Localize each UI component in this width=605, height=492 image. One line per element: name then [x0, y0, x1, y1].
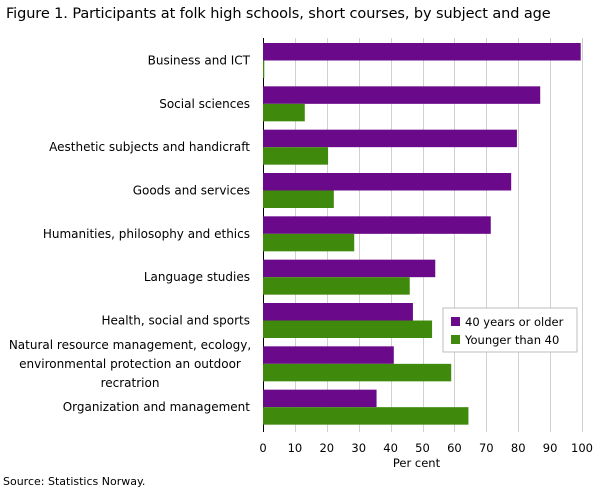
bar-40-older-1: [263, 86, 541, 104]
bar-40-older-5: [263, 259, 436, 278]
legend-label-younger-40: Younger than 40: [464, 333, 559, 347]
x-axis-title: Per cent: [393, 456, 441, 470]
category-label-5: Language studies: [144, 270, 250, 284]
bar-younger-40-8: [263, 407, 469, 425]
x-tick-0: 0: [259, 441, 266, 455]
category-label-6: Health, social and sports: [101, 314, 250, 328]
legend-box: [442, 307, 578, 353]
bar-younger-40-3: [263, 190, 334, 208]
bar-40-older-8: [263, 389, 377, 408]
bars: [263, 43, 581, 425]
source-note: Source: Statistics Norway.: [3, 475, 146, 488]
category-label-3: Goods and services: [133, 184, 250, 198]
category-labels: Business and ICT Social sciences Aesthetic…: [9, 54, 251, 415]
bar-younger-40-5: [263, 277, 410, 295]
x-tick-40: 40: [383, 441, 398, 455]
bar-younger-40-4: [263, 233, 355, 252]
legend-label-40-older: 40 years or older: [465, 315, 564, 329]
x-tick-30: 30: [351, 441, 366, 455]
bar-40-older-4: [263, 216, 491, 234]
category-label-0: Business and ICT: [148, 54, 251, 68]
category-label-1: Social sciences: [159, 97, 250, 111]
bar-younger-40-1: [263, 103, 305, 122]
x-tick-70: 70: [479, 441, 494, 455]
x-axis-ticks: 0 10 20 30 40 50 60 70 80 90 100: [259, 441, 593, 455]
x-tick-60: 60: [447, 441, 462, 455]
legend-swatch-40-older: [451, 317, 460, 326]
x-tick-50: 50: [415, 441, 430, 455]
bar-younger-40-2: [263, 147, 329, 165]
bar-younger-40-7: [263, 363, 452, 382]
category-label-4: Humanities, philosophy and ethics: [43, 227, 250, 241]
bar-younger-40-6: [263, 320, 433, 338]
bar-40-older-0: [263, 43, 581, 61]
bar-40-older-3: [263, 173, 512, 191]
bar-40-older-7: [263, 346, 394, 364]
x-tick-20: 20: [319, 441, 334, 455]
bar-40-older-2: [263, 129, 517, 148]
category-label-7: Natural resource management, ecology, env…: [9, 338, 251, 390]
bar-younger-40-0: [263, 60, 265, 78]
chart-title: Figure 1. Participants at folk high scho…: [6, 6, 551, 22]
x-tick-100: 100: [571, 441, 593, 455]
x-tick-90: 90: [543, 441, 558, 455]
bar-40-older-6: [263, 303, 413, 321]
category-label-8: Organization and management: [63, 400, 251, 414]
category-label-2: Aesthetic subjects and handicraft: [49, 140, 250, 154]
legend-swatch-younger-40: [451, 335, 460, 344]
legend: 40 years or older Younger than 40: [442, 307, 578, 353]
x-tick-80: 80: [511, 441, 526, 455]
x-tick-10: 10: [288, 441, 303, 455]
